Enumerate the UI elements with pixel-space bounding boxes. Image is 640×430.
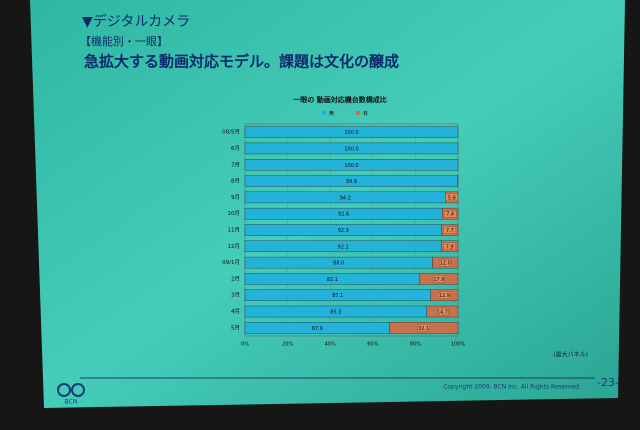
x-tick-label: 100% — [451, 342, 466, 348]
x-tick-label: 60% — [367, 342, 378, 348]
legend-label: 無 — [329, 110, 334, 117]
y-tick-label: 3月 — [231, 292, 240, 299]
x-tick-label: 0% — [241, 342, 249, 348]
data-label: 7.4 — [446, 212, 454, 218]
page-number: -23- — [597, 376, 619, 389]
data-label: 32.1 — [418, 326, 429, 332]
data-label: 100.0 — [344, 163, 358, 169]
data-label: 88.0 — [333, 261, 344, 267]
data-label: 92.6 — [338, 212, 349, 218]
data-label: 12.9 — [439, 293, 450, 299]
data-label: 7.9 — [446, 244, 454, 250]
data-label: 100.0 — [344, 130, 358, 136]
legend-swatch — [322, 111, 326, 115]
y-tick-label: 10月 — [228, 210, 241, 217]
data-label: 100.0 — [344, 146, 358, 152]
chart-title: 一眼の 動画対応機台数構成比 — [293, 95, 386, 104]
legend-swatch — [356, 111, 360, 115]
data-label: 7.7 — [446, 228, 454, 234]
data-label: 99.9 — [346, 179, 357, 185]
y-tick-label: 08/5月 — [222, 129, 240, 136]
y-tick-label: 4月 — [231, 308, 240, 315]
subheading: 【機能別・一眼】 — [80, 34, 168, 48]
x-tick-label: 20% — [282, 342, 293, 348]
data-label: 12.0 — [440, 261, 451, 267]
y-tick-label: 12月 — [228, 243, 241, 250]
data-label: 94.2 — [340, 195, 351, 201]
y-tick-label: 7月 — [231, 161, 240, 168]
data-label: 5.8 — [448, 195, 456, 201]
y-tick-label: 11月 — [228, 227, 241, 234]
y-tick-label: 8月 — [231, 178, 240, 185]
data-label: 92.3 — [338, 228, 349, 234]
legend-label: 有 — [363, 110, 368, 117]
copyright: Copyright 2009, BCN Inc. All Rights Rese… — [443, 384, 581, 391]
y-tick-label: 5月 — [231, 324, 240, 331]
data-label: 14.7 — [437, 310, 448, 316]
heading: ▼デジタルカメラ — [82, 13, 190, 30]
logo-text: BCN — [65, 399, 78, 406]
data-label: 67.9 — [312, 326, 323, 332]
y-tick-label: 09/1月 — [222, 259, 240, 266]
headline: 急拡大する動画対応モデル。課題は文化の醸成 — [84, 53, 399, 71]
x-tick-label: 80% — [410, 342, 421, 348]
data-label: 17.9 — [433, 277, 444, 283]
note: (最大パネル) — [553, 351, 588, 359]
x-tick-label: 40% — [325, 342, 336, 348]
y-tick-label: 6月 — [231, 145, 240, 152]
data-label: 87.1 — [332, 293, 343, 299]
y-tick-label: 2月 — [231, 275, 240, 282]
data-label: 82.1 — [327, 277, 338, 283]
data-label: 85.3 — [330, 310, 341, 316]
y-tick-label: 9月 — [231, 194, 240, 201]
data-label: 92.1 — [338, 244, 349, 250]
